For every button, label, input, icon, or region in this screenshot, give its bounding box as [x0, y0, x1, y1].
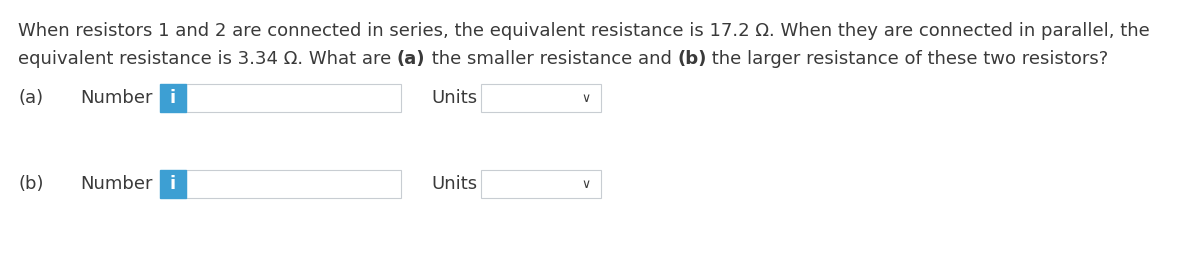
FancyBboxPatch shape	[160, 84, 187, 112]
Text: i: i	[170, 89, 176, 107]
FancyBboxPatch shape	[481, 170, 602, 198]
FancyBboxPatch shape	[481, 84, 602, 112]
Text: ∨: ∨	[582, 177, 591, 190]
Text: Units: Units	[431, 89, 477, 107]
FancyBboxPatch shape	[160, 170, 187, 198]
Text: (b): (b)	[18, 175, 43, 193]
Text: the larger resistance of these two resistors?: the larger resistance of these two resis…	[707, 50, 1109, 68]
Text: equivalent resistance is 3.34 Ω. What are: equivalent resistance is 3.34 Ω. What ar…	[18, 50, 397, 68]
Text: (a): (a)	[397, 50, 426, 68]
FancyBboxPatch shape	[187, 84, 401, 112]
Text: Number: Number	[80, 175, 153, 193]
Text: (a): (a)	[18, 89, 43, 107]
Text: When resistors 1 and 2 are connected in series, the equivalent resistance is 17.: When resistors 1 and 2 are connected in …	[18, 22, 1149, 40]
Text: Number: Number	[80, 89, 153, 107]
FancyBboxPatch shape	[187, 170, 401, 198]
Text: (b): (b)	[677, 50, 707, 68]
Text: i: i	[170, 175, 176, 193]
Text: the smaller resistance and: the smaller resistance and	[426, 50, 677, 68]
Text: ∨: ∨	[582, 92, 591, 105]
Text: Units: Units	[431, 175, 477, 193]
